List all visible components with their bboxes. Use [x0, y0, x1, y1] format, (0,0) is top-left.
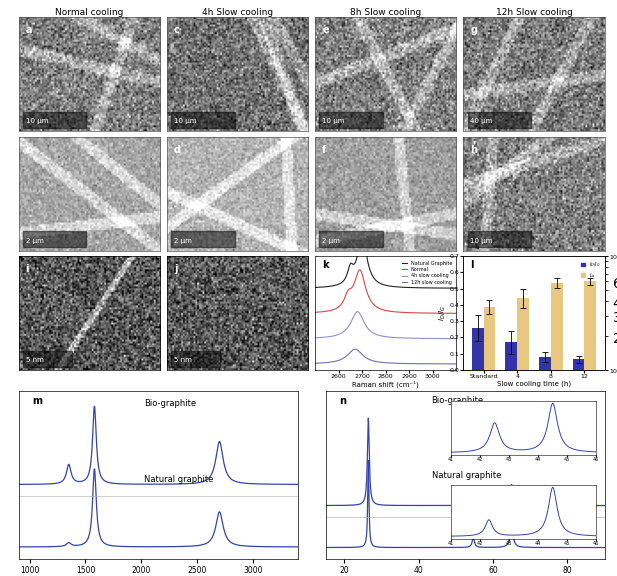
- Text: 2 μm: 2 μm: [25, 238, 43, 244]
- FancyBboxPatch shape: [320, 112, 383, 128]
- FancyBboxPatch shape: [171, 112, 234, 128]
- Text: e: e: [322, 25, 329, 35]
- Bar: [573, 359, 584, 370]
- FancyBboxPatch shape: [171, 351, 220, 366]
- Text: m: m: [33, 396, 43, 406]
- Text: 5 nm: 5 nm: [25, 357, 43, 363]
- Title: Normal cooling: Normal cooling: [55, 7, 123, 17]
- Text: 10 μm: 10 μm: [25, 118, 48, 124]
- Bar: [484, 306, 495, 576]
- Text: 10 μm: 10 μm: [471, 238, 493, 244]
- Text: Natural graphite: Natural graphite: [432, 471, 501, 480]
- FancyBboxPatch shape: [23, 112, 86, 128]
- Text: g: g: [471, 25, 478, 35]
- Text: Natural graphite: Natural graphite: [144, 475, 213, 484]
- FancyBboxPatch shape: [468, 231, 531, 247]
- Text: n: n: [339, 396, 347, 406]
- Title: 8h Slow cooling: 8h Slow cooling: [350, 7, 421, 17]
- Text: Bio-graphite: Bio-graphite: [432, 396, 484, 405]
- Text: a: a: [25, 25, 32, 35]
- Text: 10 μm: 10 μm: [322, 118, 345, 124]
- Text: h: h: [471, 145, 478, 155]
- Title: 4h Slow cooling: 4h Slow cooling: [202, 7, 273, 17]
- Legend: Natural Graphite, Normal, 4h slow cooling, 12h slow cooling: Natural Graphite, Normal, 4h slow coolin…: [400, 259, 454, 287]
- Text: d: d: [174, 145, 181, 155]
- Text: l: l: [471, 260, 474, 270]
- Bar: [584, 282, 596, 576]
- Title: 12h Slow cooling: 12h Slow cooling: [495, 7, 573, 17]
- FancyBboxPatch shape: [23, 351, 72, 366]
- Text: 10 μm: 10 μm: [174, 118, 196, 124]
- Text: 2 μm: 2 μm: [174, 238, 192, 244]
- FancyBboxPatch shape: [171, 231, 234, 247]
- Text: c: c: [174, 25, 180, 35]
- Bar: [472, 328, 484, 370]
- FancyBboxPatch shape: [23, 231, 86, 247]
- FancyBboxPatch shape: [468, 112, 531, 128]
- X-axis label: Raman shift (cm⁻¹): Raman shift (cm⁻¹): [352, 381, 419, 388]
- FancyBboxPatch shape: [320, 231, 383, 247]
- Text: 40 μm: 40 μm: [471, 118, 493, 124]
- Bar: [539, 357, 551, 370]
- Text: 5 nm: 5 nm: [174, 357, 192, 363]
- Bar: [517, 298, 529, 576]
- X-axis label: Slow cooling time (h): Slow cooling time (h): [497, 381, 571, 387]
- Text: b: b: [25, 145, 33, 155]
- Text: Bio-graphite: Bio-graphite: [144, 399, 196, 408]
- Legend: $I_D/I_G$, $L_a$: $I_D/I_G$, $L_a$: [579, 259, 602, 282]
- Text: f: f: [322, 145, 326, 155]
- Text: k: k: [322, 260, 329, 270]
- Text: 2 μm: 2 μm: [322, 238, 340, 244]
- Y-axis label: $I_D/I_G$: $I_D/I_G$: [438, 305, 448, 321]
- Bar: [505, 342, 517, 370]
- Text: i: i: [25, 264, 29, 274]
- Text: j: j: [174, 264, 177, 274]
- Bar: [551, 283, 563, 576]
